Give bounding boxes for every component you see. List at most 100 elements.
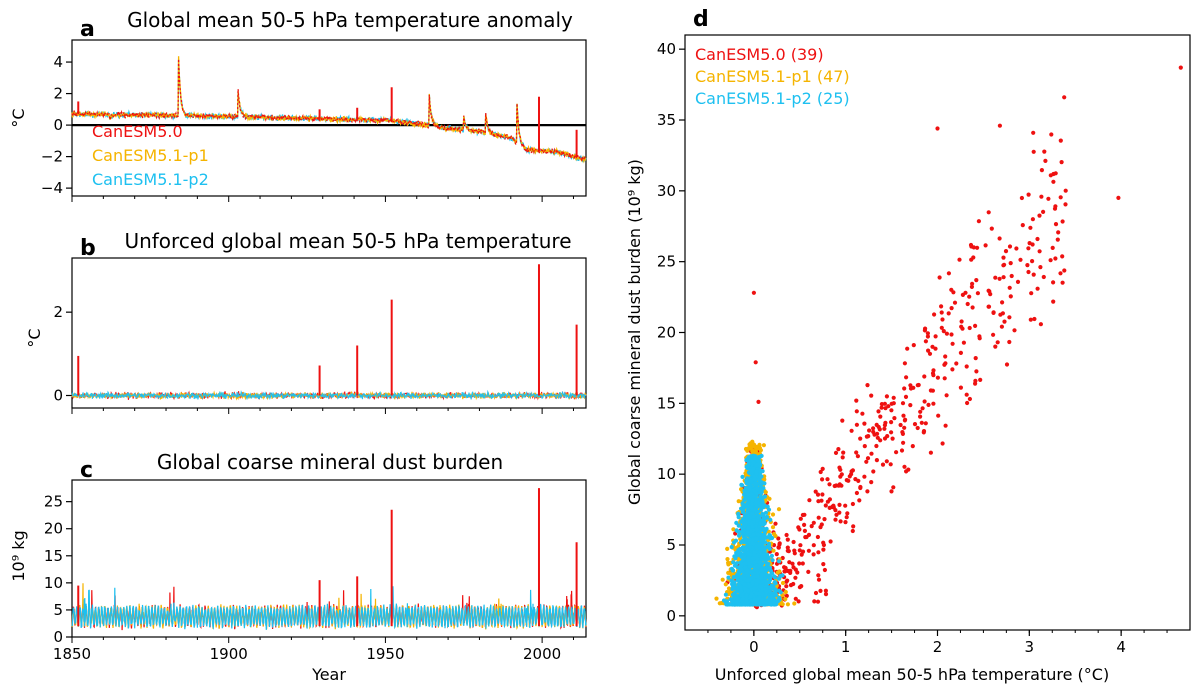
point-canesm50 xyxy=(815,599,821,604)
point-canesm51-p2 xyxy=(750,498,755,503)
point-canesm51-p2 xyxy=(777,595,782,600)
point-canesm50 xyxy=(788,568,793,573)
point-canesm50 xyxy=(975,245,980,250)
point-canesm50 xyxy=(882,426,887,431)
point-canesm50 xyxy=(809,524,814,529)
point-canesm50 xyxy=(891,401,896,406)
point-canesm50 xyxy=(799,552,804,557)
point-canesm50 xyxy=(1026,269,1031,275)
point-canesm50 xyxy=(922,374,927,379)
point-canesm51-p1 xyxy=(714,596,719,601)
point-canesm51-p2 xyxy=(769,553,775,559)
point-canesm50 xyxy=(753,360,758,365)
point-canesm50 xyxy=(995,340,1000,345)
series-canesm51-p2 xyxy=(71,389,587,401)
point-canesm50 xyxy=(1018,257,1023,262)
point-canesm50 xyxy=(936,413,941,418)
point-canesm50 xyxy=(1049,132,1054,137)
point-canesm50 xyxy=(973,378,978,383)
point-canesm50 xyxy=(1063,188,1068,193)
point-canesm50 xyxy=(879,402,885,407)
point-canesm50 xyxy=(773,521,778,526)
point-canesm51-p2 xyxy=(754,563,759,569)
panel-d-xlabel: Unforced global mean 50-5 hPa temperatur… xyxy=(715,665,1109,684)
point-canesm51-p1 xyxy=(777,569,782,574)
point-canesm51-p2 xyxy=(754,527,759,532)
panel-d-ytick-label: 5 xyxy=(666,536,676,554)
point-canesm50 xyxy=(989,226,994,231)
point-canesm50 xyxy=(858,436,863,441)
point-canesm50 xyxy=(899,448,905,453)
point-canesm51-p2 xyxy=(748,545,753,550)
point-canesm51-p2 xyxy=(736,548,741,553)
panel-b-ytick-label: 2 xyxy=(53,303,63,321)
point-canesm51-p2 xyxy=(745,530,750,535)
point-canesm50 xyxy=(986,304,992,309)
point-canesm51-p2 xyxy=(749,591,754,596)
point-canesm50 xyxy=(976,219,982,224)
point-canesm50 xyxy=(999,324,1005,329)
panel-c-ytick-label: 20 xyxy=(44,520,63,538)
point-canesm51-p2 xyxy=(727,602,732,607)
panel-a-frame xyxy=(71,39,587,197)
point-canesm50 xyxy=(952,300,958,305)
point-canesm50 xyxy=(834,512,839,517)
point-canesm50 xyxy=(1062,95,1067,100)
point-canesm51-p2 xyxy=(773,587,778,592)
point-canesm50 xyxy=(878,414,883,419)
point-canesm50 xyxy=(756,399,761,404)
point-canesm50 xyxy=(919,420,924,425)
point-canesm51-p1 xyxy=(754,446,759,451)
point-canesm51-p2 xyxy=(734,520,739,526)
point-canesm50 xyxy=(854,422,860,427)
point-canesm51-p2 xyxy=(780,573,785,578)
point-canesm50 xyxy=(871,426,876,431)
point-canesm50 xyxy=(891,395,896,400)
panel-a: a Global mean 50-5 hPa temperature anoma… xyxy=(9,8,587,202)
point-canesm51-p2 xyxy=(752,574,758,579)
point-canesm50 xyxy=(1031,272,1036,277)
point-canesm50 xyxy=(1007,339,1012,345)
point-canesm50 xyxy=(776,545,781,550)
point-canesm50 xyxy=(967,294,972,299)
point-canesm51-p2 xyxy=(748,552,753,557)
point-canesm51-p2 xyxy=(743,496,748,501)
point-canesm50 xyxy=(1035,236,1040,242)
panel-d-xtick-label: 4 xyxy=(1116,638,1126,656)
point-canesm50 xyxy=(888,462,893,467)
point-canesm50 xyxy=(1014,246,1019,251)
point-canesm50 xyxy=(964,364,969,369)
point-canesm51-p2 xyxy=(737,523,742,528)
series-canesm50 xyxy=(71,58,587,162)
point-canesm50 xyxy=(935,126,940,131)
panel-d-ytick-label: 30 xyxy=(657,182,676,200)
point-canesm50 xyxy=(1019,195,1024,201)
point-canesm50 xyxy=(960,292,966,297)
point-canesm51-p2 xyxy=(772,580,777,585)
point-canesm50 xyxy=(932,312,937,317)
point-canesm51-p2 xyxy=(763,510,769,515)
point-canesm50 xyxy=(931,373,936,378)
panel-c-xlabel: Year xyxy=(311,665,346,684)
point-canesm51-p1 xyxy=(748,446,753,451)
point-canesm50 xyxy=(902,425,907,430)
point-canesm50 xyxy=(802,528,808,534)
point-canesm51-p2 xyxy=(760,521,766,526)
point-canesm51-p2 xyxy=(731,568,736,573)
point-canesm51-p2 xyxy=(744,478,749,483)
point-canesm51-p2 xyxy=(746,555,751,561)
point-canesm50 xyxy=(858,484,863,490)
point-canesm50 xyxy=(1058,138,1063,143)
point-canesm51-p2 xyxy=(761,534,767,539)
point-canesm50 xyxy=(820,492,825,497)
point-canesm50 xyxy=(997,276,1002,281)
point-canesm50 xyxy=(970,305,975,310)
point-canesm50 xyxy=(933,346,938,351)
point-canesm50 xyxy=(923,339,929,344)
point-canesm50 xyxy=(783,565,788,571)
point-canesm50 xyxy=(1015,279,1021,284)
point-canesm50 xyxy=(925,331,931,336)
point-canesm51-p1 xyxy=(792,601,797,606)
point-canesm50 xyxy=(915,383,920,388)
point-canesm50 xyxy=(1028,317,1033,322)
